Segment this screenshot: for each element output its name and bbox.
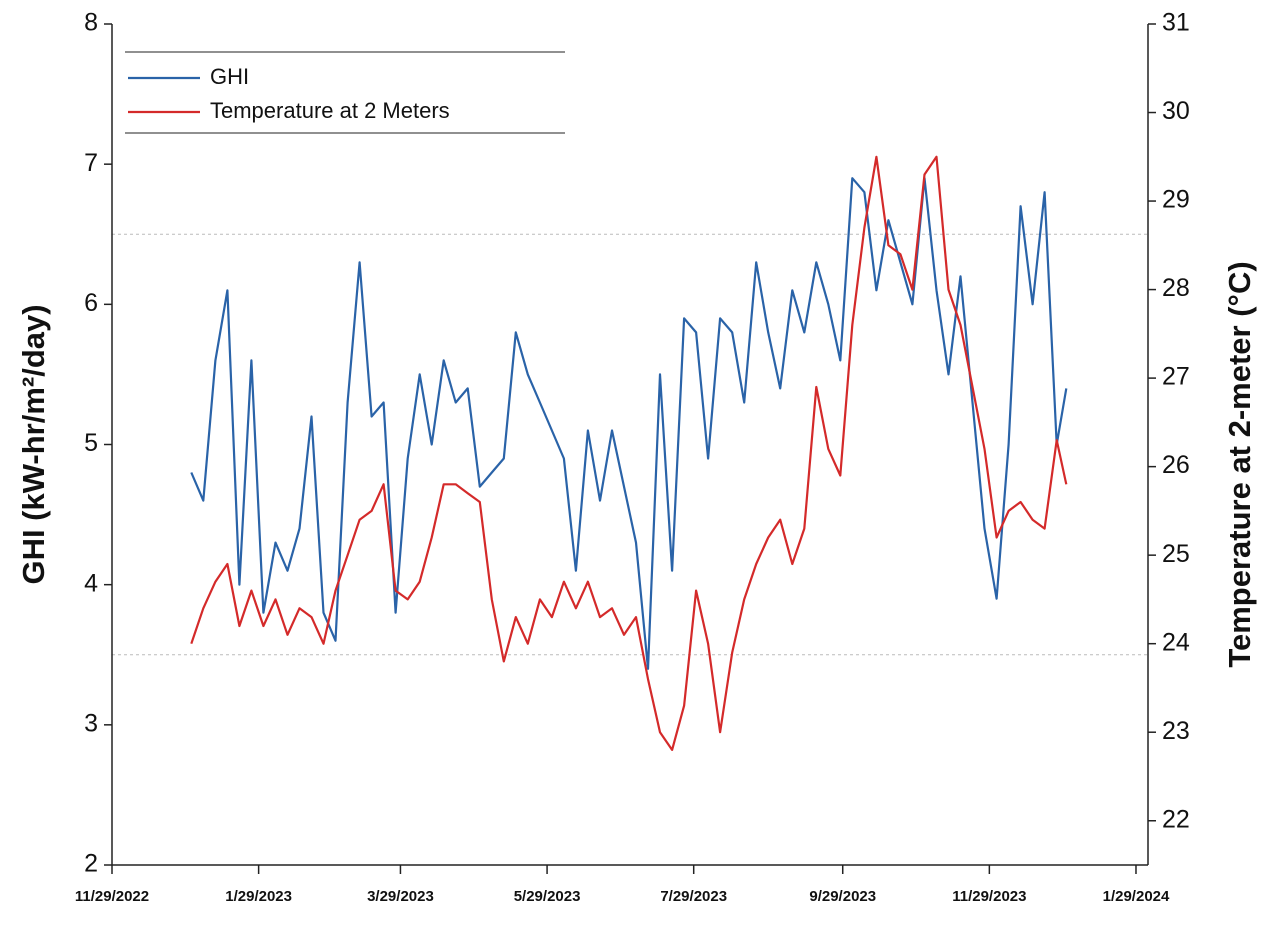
y2-tick-label: 22 — [1162, 805, 1190, 833]
y-tick-label: 8 — [84, 9, 98, 37]
y-tick-label: 5 — [84, 429, 98, 457]
y2-tick-label: 23 — [1162, 717, 1190, 745]
y2-tick-label: 27 — [1162, 363, 1190, 391]
legend-label: Temperature at 2 Meters — [210, 98, 450, 123]
y2-tick-label: 25 — [1162, 540, 1190, 568]
y-tick-label: 2 — [84, 850, 98, 878]
y2-tick-label: 29 — [1162, 186, 1190, 214]
x-tick-label: 1/29/2024 — [1103, 888, 1170, 905]
series-line — [190, 155, 1068, 751]
y2-tick-label: 30 — [1162, 97, 1190, 125]
x-tick-label: 11/29/2022 — [75, 888, 149, 905]
y-axis-title: GHI (kW-hr/m²/day) — [16, 304, 51, 584]
x-tick-label: 11/29/2023 — [952, 888, 1026, 905]
y-tick-label: 7 — [84, 149, 98, 177]
x-tick-label: 1/29/2023 — [225, 888, 292, 905]
y2-tick-label: 31 — [1162, 9, 1190, 37]
x-tick-label: 3/29/2023 — [367, 888, 434, 905]
y2-tick-label: 28 — [1162, 274, 1190, 302]
y2-tick-label: 24 — [1162, 628, 1190, 656]
x-tick-label: 5/29/2023 — [514, 888, 581, 905]
y-tick-label: 6 — [84, 289, 98, 317]
x-tick-label: 9/29/2023 — [809, 888, 876, 905]
y2-tick-label: 26 — [1162, 451, 1190, 479]
y-tick-label: 4 — [84, 569, 98, 597]
y-tick-label: 3 — [84, 709, 98, 737]
legend-label: GHI — [210, 64, 249, 89]
x-tick-label: 7/29/2023 — [660, 888, 727, 905]
y2-axis-title: Temperature at 2-meter (°C) — [1222, 261, 1257, 667]
